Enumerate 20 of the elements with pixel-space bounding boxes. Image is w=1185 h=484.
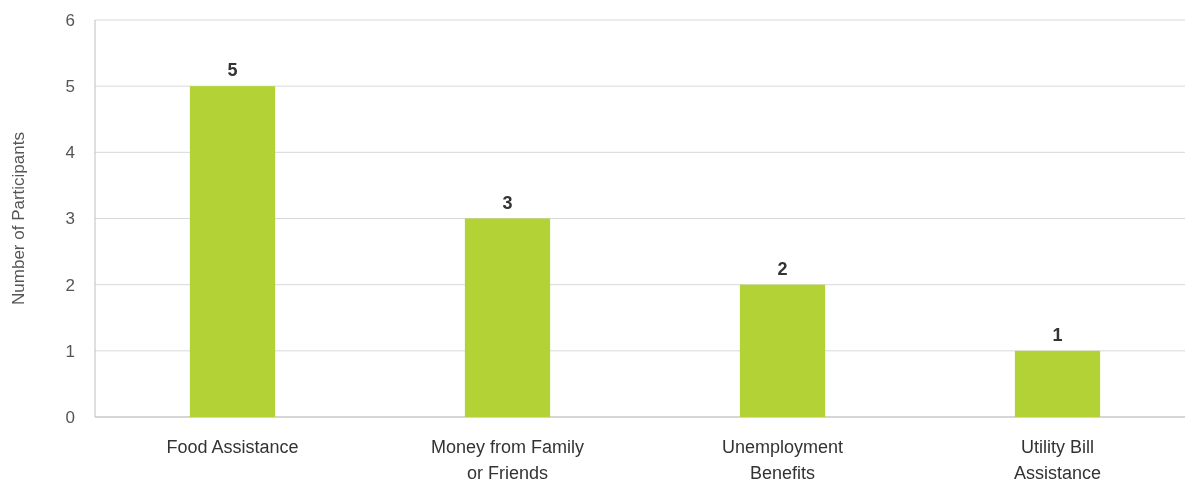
x-tick-label: Unemployment Benefits (721, 437, 844, 483)
data-label: 2 (777, 258, 788, 279)
bar (189, 86, 276, 417)
x-tick-label: Money from Family or Friends (430, 437, 585, 483)
x-tick-label: Utility Bill Assistance (1013, 437, 1102, 483)
y-tick-label: 5 (65, 77, 75, 97)
bar (739, 284, 826, 417)
bar (1014, 350, 1101, 417)
data-label: 3 (502, 192, 513, 213)
x-tick-label: Food Assistance (166, 437, 299, 457)
y-tick-label: 6 (65, 10, 75, 30)
bar (464, 218, 551, 417)
y-tick-label: 3 (65, 209, 75, 229)
y-tick-label: 1 (65, 341, 75, 361)
y-tick-label: 4 (65, 143, 75, 163)
y-tick-label: 0 (65, 407, 75, 427)
data-label: 1 (1052, 324, 1063, 345)
y-axis-title: Number of Participants (9, 132, 28, 305)
y-tick-label: 2 (65, 275, 75, 295)
data-label: 5 (227, 60, 238, 81)
